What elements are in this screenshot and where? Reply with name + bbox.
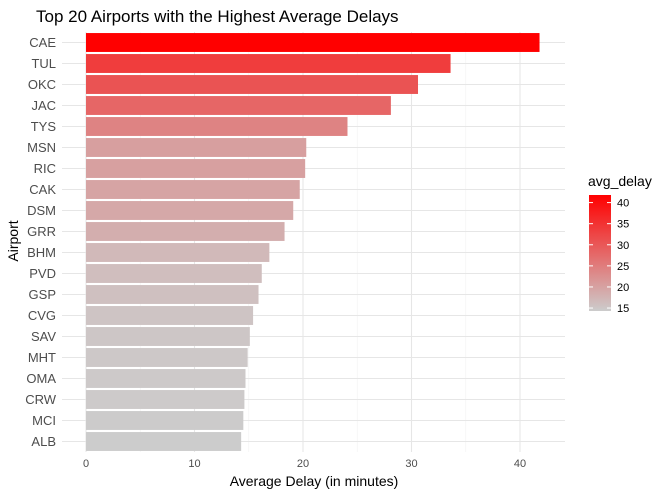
bar-sav	[86, 327, 250, 346]
y-tick-label: DSM	[27, 203, 56, 218]
legend-title: avg_delay	[588, 173, 652, 189]
bar-cak	[86, 180, 300, 199]
chart-title: Top 20 Airports with the Highest Average…	[36, 7, 399, 26]
bar-gsp	[86, 285, 259, 304]
y-tick-label: GSP	[29, 287, 56, 302]
bar-grr	[86, 222, 285, 241]
x-axis-tick-labels: 0 10 20 30 40	[83, 458, 526, 470]
bars	[86, 33, 540, 451]
y-tick-label: MHT	[28, 350, 56, 365]
x-tick-label: 30	[405, 458, 417, 470]
y-tick-label: OMA	[26, 371, 56, 386]
y-tick-label: PVD	[29, 266, 56, 281]
bar-tul	[86, 54, 451, 73]
legend-tick-label: 30	[617, 240, 629, 252]
bar-alb	[86, 432, 242, 451]
x-tick-label: 20	[297, 458, 309, 470]
y-tick-label: TYS	[31, 119, 57, 134]
bar-jac	[86, 96, 391, 115]
x-tick-label: 40	[514, 458, 526, 470]
y-tick-label: MSN	[27, 140, 56, 155]
legend-tick-label: 15	[617, 303, 629, 315]
y-tick-label: CAK	[29, 182, 56, 197]
bar-dsm	[86, 201, 294, 220]
legend-tick-label: 35	[617, 219, 629, 231]
bar-tys	[86, 117, 348, 136]
bar-okc	[86, 75, 419, 94]
y-tick-label: CVG	[28, 308, 56, 323]
y-axis-title: Airport	[5, 220, 21, 261]
y-tick-label: RIC	[34, 161, 56, 176]
grid	[62, 32, 565, 452]
bar-pvd	[86, 264, 262, 283]
legend-ticks: 40 35 30 25 20 15	[589, 198, 629, 315]
bar-mci	[86, 411, 244, 430]
y-tick-label: SAV	[31, 329, 56, 344]
legend-tick-label: 20	[617, 282, 629, 294]
bar-ric	[86, 159, 306, 178]
y-tick-label: CAE	[29, 35, 56, 50]
x-tick-label: 0	[83, 458, 89, 470]
y-tick-label: BHM	[27, 245, 56, 260]
bar-bhm	[86, 243, 270, 262]
y-tick-label: CRW	[25, 392, 57, 407]
bar-msn	[86, 138, 307, 157]
legend: avg_delay 40 35 30 25 20 15	[588, 173, 652, 315]
y-tick-label: GRR	[27, 224, 56, 239]
legend-tick-label: 40	[617, 198, 629, 210]
y-tick-label: MCI	[32, 413, 56, 428]
x-tick-label: 10	[188, 458, 200, 470]
bar-crw	[86, 390, 245, 409]
bar-cvg	[86, 306, 254, 325]
y-tick-label: TUL	[31, 56, 56, 71]
bar-mht	[86, 348, 248, 367]
bar-oma	[86, 369, 246, 388]
y-axis-tick-labels: CAE TUL OKC JAC TYS MSN RIC CAK DSM GRR BHM PVD GSP C…	[25, 35, 57, 449]
bar-cae	[86, 33, 540, 52]
y-tick-label: JAC	[31, 98, 56, 113]
x-axis-title: Average Delay (in minutes)	[230, 473, 399, 489]
legend-color-bar	[589, 195, 611, 311]
y-tick-label: OKC	[28, 77, 56, 92]
legend-tick-label: 25	[617, 261, 629, 273]
y-tick-label: ALB	[31, 434, 56, 449]
